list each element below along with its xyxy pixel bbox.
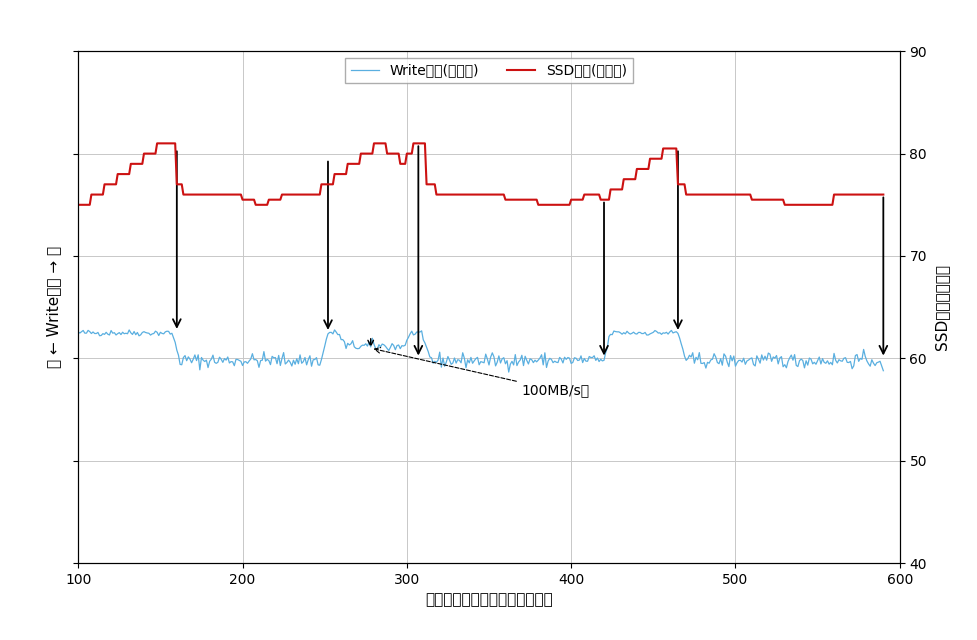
Write性能(左縦軸): [407, 331, 419, 339]
SSD温度(右縦軸): [151, 140, 163, 147]
Write性能(左縦軸): [770, 352, 782, 360]
Text: 100MB/s強: 100MB/s強: [374, 348, 589, 397]
Write性能(左縦軸): [72, 328, 84, 336]
SSD温度(右縦軸): [72, 201, 84, 209]
Write性能(左縦軸): [328, 326, 340, 334]
SSD温度(右縦軸): [490, 191, 502, 198]
Write性能(左縦軸): [471, 353, 483, 361]
SSD温度(右縦軸): [716, 191, 728, 198]
Write性能(左縦軸): [750, 352, 762, 360]
Write性能(左縦軸): [717, 350, 729, 358]
Line: Write性能(左縦軸): Write性能(左縦軸): [78, 330, 882, 372]
SSD温度(右縦軸): [471, 191, 483, 198]
X-axis label: 測定開始からの経過時間（秒）: 測定開始からの経過時間（秒）: [425, 593, 552, 607]
Write性能(左縦軸): [876, 367, 888, 374]
Line: SSD温度(右縦軸): SSD温度(右縦軸): [78, 143, 882, 205]
Y-axis label: 低 ← Write性能 → 高: 低 ← Write性能 → 高: [47, 246, 62, 368]
SSD温度(右縦軸): [768, 196, 780, 204]
SSD温度(右縦軸): [407, 140, 419, 147]
Legend: Write性能(左縦軸), SSD温度(右縦軸): Write性能(左縦軸), SSD温度(右縦軸): [345, 58, 632, 83]
SSD温度(右縦軸): [748, 196, 760, 204]
SSD温度(右縦軸): [876, 191, 888, 198]
Y-axis label: SSD温度（摂氏）: SSD温度（摂氏）: [933, 264, 948, 350]
Write性能(左縦軸): [502, 368, 514, 376]
Write性能(左縦軸): [490, 358, 502, 366]
